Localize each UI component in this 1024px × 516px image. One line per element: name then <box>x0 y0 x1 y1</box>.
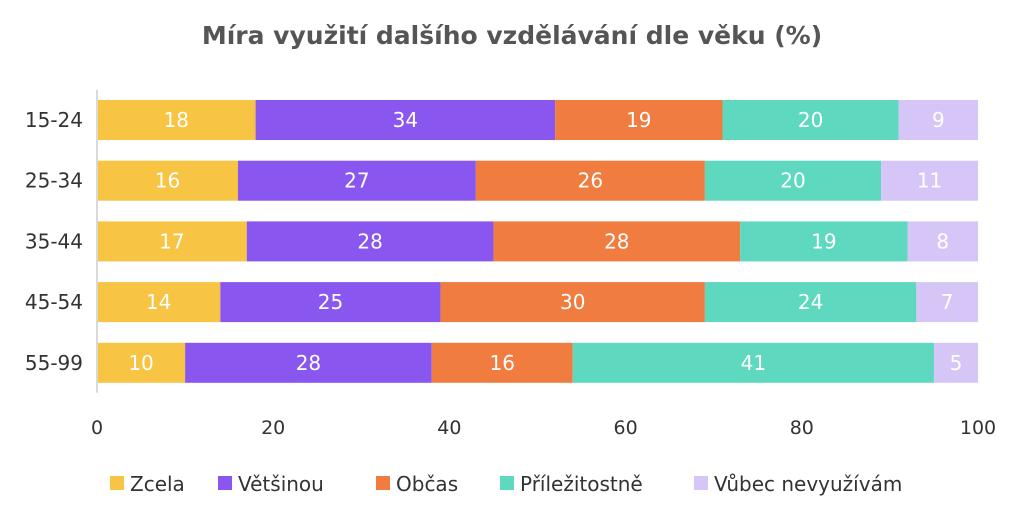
bar-value-label: 28 <box>296 351 321 375</box>
legend-item: Příležitostně <box>500 472 643 496</box>
bar-value-label: 9 <box>932 108 945 132</box>
bar-segment <box>555 100 723 140</box>
bar-value-label: 11 <box>917 169 942 193</box>
bar-row: 18 34 19 20 9 <box>97 100 978 140</box>
category-labels: 15-24 25-34 35-44 45-54 55-99 <box>25 108 83 375</box>
x-tick-label: 20 <box>261 417 285 439</box>
bar-segment <box>933 342 978 383</box>
legend: Zcela Většinou Občas Příležitostně Vůbec nev… <box>110 472 902 496</box>
bar-value-label: 34 <box>393 108 418 132</box>
x-tick-label: 0 <box>91 417 103 439</box>
bar-segment <box>97 100 256 140</box>
bar-segment <box>572 342 934 383</box>
bar-value-label: 26 <box>578 169 603 193</box>
bar-segment <box>907 221 978 262</box>
bar-value-label: 30 <box>560 290 585 314</box>
bar-segment <box>97 160 238 201</box>
category-label: 35-44 <box>25 229 83 253</box>
bar-value-label: 28 <box>357 229 382 253</box>
bar-value-label: 20 <box>780 169 805 193</box>
legend-label: Občas <box>396 472 458 496</box>
bar-segment <box>97 282 221 323</box>
bar-value-label: 10 <box>128 351 153 375</box>
bar-segment <box>493 221 741 262</box>
bar-segment <box>704 160 882 201</box>
bar-row: 17 28 28 19 8 <box>97 221 978 262</box>
bar-value-label: 24 <box>798 290 823 314</box>
x-tick-label: 100 <box>960 417 996 439</box>
bar-segment <box>740 221 908 262</box>
bar-segment <box>722 100 899 140</box>
bar-row: 16 27 26 20 11 <box>97 160 978 201</box>
bar-segment <box>246 221 494 262</box>
bar-value-label: 27 <box>344 169 369 193</box>
bar-segment <box>881 160 978 201</box>
bar-segment <box>237 160 476 201</box>
legend-swatch <box>500 476 514 490</box>
category-label: 25-34 <box>25 169 83 193</box>
legend-label: Vůbec nevyužívám <box>714 472 902 496</box>
bar-value-label: 5 <box>950 351 963 375</box>
bar-value-label: 28 <box>604 229 629 253</box>
bar-segment <box>431 342 573 383</box>
legend-swatch <box>218 476 232 490</box>
bar-value-label: 16 <box>490 351 515 375</box>
bar-value-label: 25 <box>318 290 343 314</box>
legend-label: Zcela <box>130 472 185 496</box>
bar-segment <box>220 282 441 323</box>
x-tick-label: 80 <box>790 417 814 439</box>
bar-segment <box>898 100 978 140</box>
bar-value-label: 7 <box>941 290 954 314</box>
bar-segment <box>916 282 978 323</box>
bar-segment <box>704 282 917 323</box>
bar-value-label: 14 <box>146 290 171 314</box>
x-tick-label: 40 <box>437 417 461 439</box>
legend-label: Příležitostně <box>520 472 643 496</box>
bars: 18 34 19 20 9 16 27 26 20 11 17 28 28 19 8 14 25 30 24 7 10 2… <box>97 100 978 383</box>
bar-value-label: 20 <box>798 108 823 132</box>
bar-value-label: 41 <box>741 351 766 375</box>
bar-segment <box>97 342 186 383</box>
bar-segment <box>440 282 705 323</box>
legend-item: Většinou <box>218 472 324 496</box>
bar-segment <box>185 342 432 383</box>
category-label: 45-54 <box>25 290 83 314</box>
bar-segment <box>97 221 247 262</box>
bar-value-label: 16 <box>155 169 180 193</box>
bar-value-label: 19 <box>626 108 651 132</box>
bar-value-label: 18 <box>164 108 189 132</box>
legend-item: Občas <box>376 472 458 496</box>
legend-swatch <box>694 476 708 490</box>
bar-row: 10 28 16 41 5 <box>97 342 978 383</box>
legend-item: Zcela <box>110 472 185 496</box>
x-tick-label: 60 <box>614 417 638 439</box>
legend-item: Vůbec nevyužívám <box>694 472 902 496</box>
category-label: 15-24 <box>25 108 83 132</box>
legend-swatch <box>376 476 390 490</box>
bar-value-label: 17 <box>159 229 184 253</box>
category-label: 55-99 <box>25 351 83 375</box>
bar-segment <box>255 100 556 140</box>
bar-value-label: 8 <box>936 229 949 253</box>
legend-label: Většinou <box>238 472 324 496</box>
x-tick-labels: 0 20 40 60 80 100 <box>91 417 996 439</box>
bar-row: 14 25 30 24 7 <box>97 282 978 323</box>
bar-segment <box>475 160 705 201</box>
legend-swatch <box>110 476 124 490</box>
bar-value-label: 19 <box>811 229 836 253</box>
chart-title: Míra využití dalšího vzdělávání dle věku… <box>202 21 822 50</box>
